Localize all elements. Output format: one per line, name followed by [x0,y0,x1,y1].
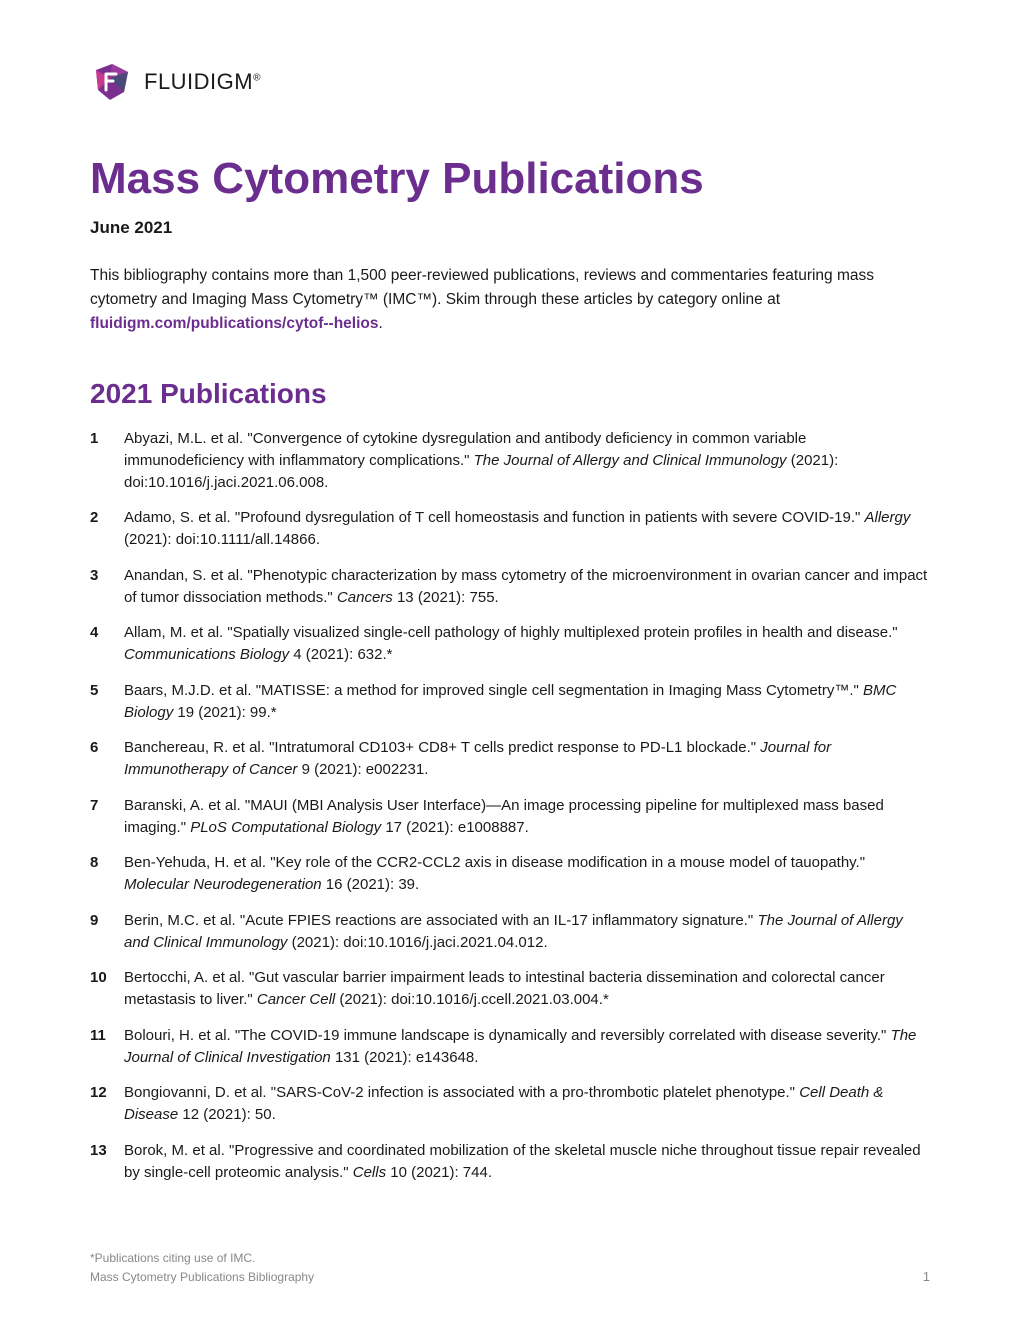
citation-prefix: Borok, M. et al. "Progressive and coordi… [124,1142,921,1181]
publication-number: 7 [90,795,124,817]
date-label: June 2021 [90,218,930,238]
citation-prefix: Anandan, S. et al. "Phenotypic character… [124,567,927,606]
publication-citation: Abyazi, M.L. et al. "Convergence of cyto… [124,428,930,493]
publication-citation: Bertocchi, A. et al. "Gut vascular barri… [124,967,930,1011]
journal-name: The Journal of Allergy and Clinical Immu… [474,452,787,469]
publication-number: 6 [90,737,124,759]
journal-name: Allergy [865,509,911,526]
publication-item: 12Bongiovanni, D. et al. "SARS-CoV-2 inf… [90,1082,930,1126]
publication-number: 3 [90,565,124,587]
publication-citation: Anandan, S. et al. "Phenotypic character… [124,565,930,609]
publication-citation: Bolouri, H. et al. "The COVID-19 immune … [124,1025,930,1069]
publication-citation: Ben-Yehuda, H. et al. "Key role of the C… [124,852,930,896]
publication-citation: Baars, M.J.D. et al. "MATISSE: a method … [124,680,930,724]
intro-text-prefix: This bibliography contains more than 1,5… [90,267,874,308]
fluidigm-logo-icon [90,60,134,104]
page-footer: *Publications citing use of IMC. Mass Cy… [90,1251,930,1284]
intro-paragraph: This bibliography contains more than 1,5… [90,264,930,336]
publication-item: 3Anandan, S. et al. "Phenotypic characte… [90,565,930,609]
publication-number: 2 [90,507,124,529]
citation-prefix: Berin, M.C. et al. "Acute FPIES reaction… [124,912,757,929]
citation-suffix: 4 (2021): 632.* [289,646,392,663]
publication-number: 5 [90,680,124,702]
citation-suffix: 17 (2021): e1008887. [381,819,529,836]
journal-name: Cancer Cell [257,991,335,1008]
citation-suffix: 10 (2021): 744. [386,1164,492,1181]
citation-prefix: Baars, M.J.D. et al. "MATISSE: a method … [124,682,863,699]
citation-suffix: 12 (2021): 50. [178,1106,276,1123]
publications-link[interactable]: fluidigm.com/publications/cytof--helios [90,315,378,332]
footnote: *Publications citing use of IMC. [90,1251,930,1265]
publication-item: 1Abyazi, M.L. et al. "Convergence of cyt… [90,428,930,493]
citation-prefix: Adamo, S. et al. "Profound dysregulation… [124,509,865,526]
publication-number: 1 [90,428,124,450]
logo-area: FLUIDIGM® [90,60,930,104]
citation-prefix: Ben-Yehuda, H. et al. "Key role of the C… [124,854,865,871]
publication-item: 9Berin, M.C. et al. "Acute FPIES reactio… [90,910,930,954]
citation-suffix: 13 (2021): 755. [393,589,499,606]
citation-prefix: Bolouri, H. et al. "The COVID-19 immune … [124,1027,891,1044]
citation-suffix: (2021): doi:10.1016/j.jaci.2021.04.012. [287,934,547,951]
publication-item: 10Bertocchi, A. et al. "Gut vascular bar… [90,967,930,1011]
publication-number: 11 [90,1025,124,1047]
publication-item: 4Allam, M. et al. "Spatially visualized … [90,622,930,666]
publication-citation: Baranski, A. et al. "MAUI (MBI Analysis … [124,795,930,839]
publication-item: 6Banchereau, R. et al. "Intratumoral CD1… [90,737,930,781]
citation-suffix: (2021): doi:10.1016/j.ccell.2021.03.004.… [335,991,609,1008]
publication-item: 7Baranski, A. et al. "MAUI (MBI Analysis… [90,795,930,839]
publication-citation: Allam, M. et al. "Spatially visualized s… [124,622,930,666]
publication-number: 8 [90,852,124,874]
footer-title: Mass Cytometry Publications Bibliography [90,1270,314,1284]
publication-item: 13Borok, M. et al. "Progressive and coor… [90,1140,930,1184]
intro-text-suffix: . [378,315,382,332]
publication-number: 4 [90,622,124,644]
journal-name: Cancers [337,589,393,606]
publication-citation: Adamo, S. et al. "Profound dysregulation… [124,507,930,551]
citation-prefix: Allam, M. et al. "Spatially visualized s… [124,624,898,641]
citation-suffix: 9 (2021): e002231. [297,761,428,778]
publication-item: 11Bolouri, H. et al. "The COVID-19 immun… [90,1025,930,1069]
publications-list: 1Abyazi, M.L. et al. "Convergence of cyt… [90,428,930,1183]
publication-citation: Borok, M. et al. "Progressive and coordi… [124,1140,930,1184]
journal-name: Communications Biology [124,646,289,663]
publication-citation: Berin, M.C. et al. "Acute FPIES reaction… [124,910,930,954]
page-number: 1 [923,1269,930,1284]
page-title: Mass Cytometry Publications [90,154,930,204]
journal-name: Molecular Neurodegeneration [124,876,322,893]
citation-suffix: 131 (2021): e143648. [331,1049,479,1066]
publication-number: 9 [90,910,124,932]
publication-item: 8Ben-Yehuda, H. et al. "Key role of the … [90,852,930,896]
citation-prefix: Bongiovanni, D. et al. "SARS-CoV-2 infec… [124,1084,799,1101]
section-heading: 2021 Publications [90,378,930,410]
citation-suffix: 16 (2021): 39. [322,876,420,893]
publication-number: 12 [90,1082,124,1104]
citation-suffix: (2021): doi:10.1111/all.14866. [124,531,320,548]
publication-citation: Banchereau, R. et al. "Intratumoral CD10… [124,737,930,781]
brand-name: FLUIDIGM® [144,69,261,95]
journal-name: PLoS Computational Biology [190,819,381,836]
publication-number: 13 [90,1140,124,1162]
publication-number: 10 [90,967,124,989]
journal-name: Cells [353,1164,386,1181]
publication-item: 5Baars, M.J.D. et al. "MATISSE: a method… [90,680,930,724]
citation-prefix: Banchereau, R. et al. "Intratumoral CD10… [124,739,760,756]
publication-item: 2Adamo, S. et al. "Profound dysregulatio… [90,507,930,551]
publication-citation: Bongiovanni, D. et al. "SARS-CoV-2 infec… [124,1082,930,1126]
citation-suffix: 19 (2021): 99.* [173,704,276,721]
